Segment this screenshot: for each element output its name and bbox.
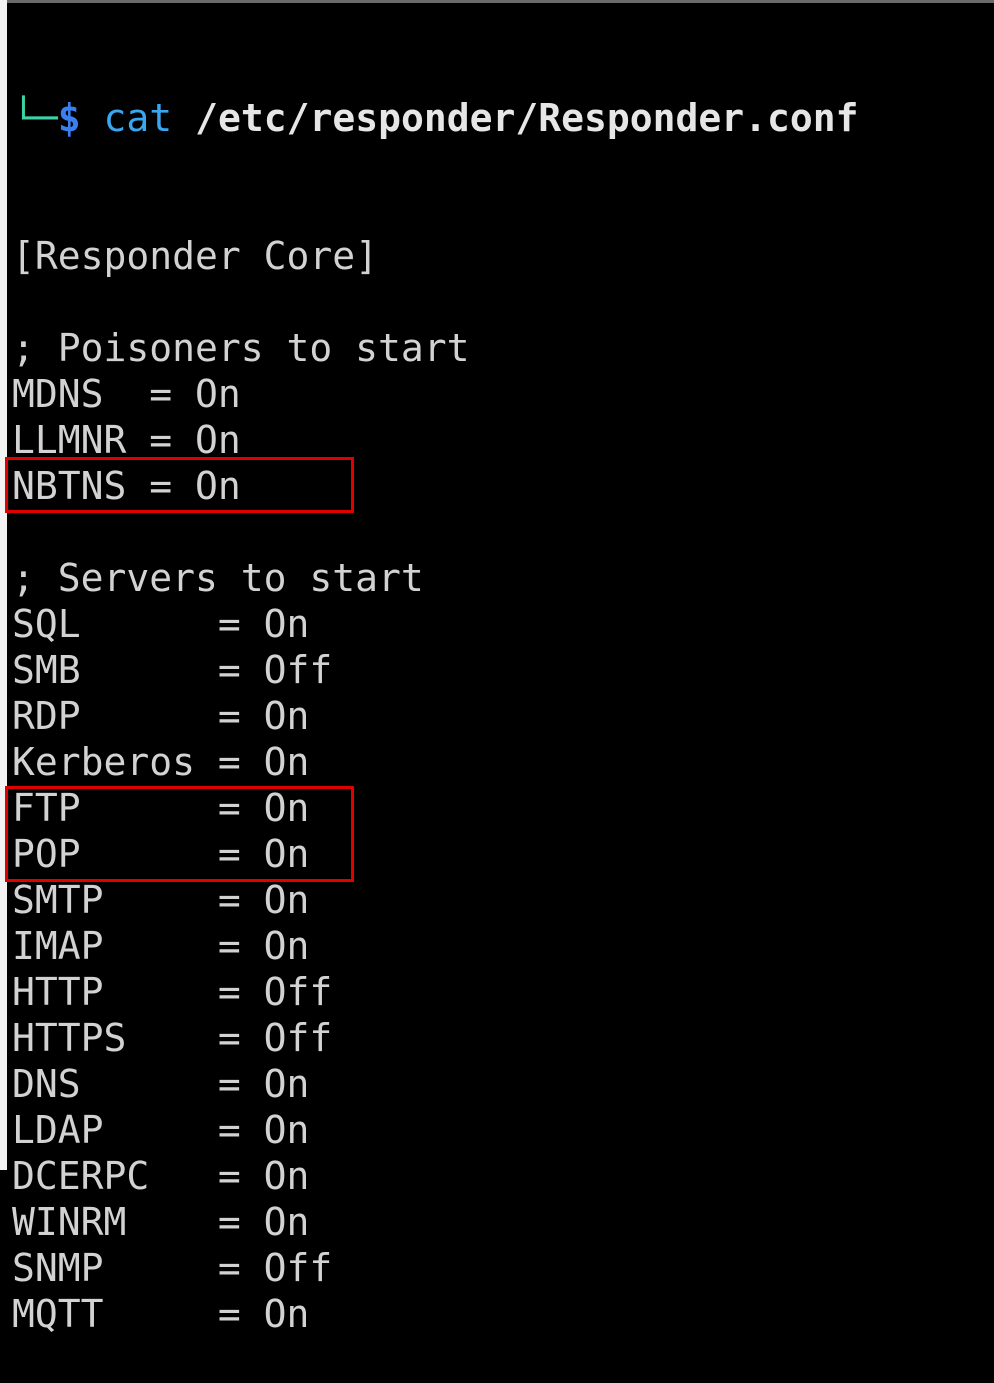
command-argument: /etc/responder/Responder.conf [195, 96, 859, 140]
config-entry: SMB = Off [12, 648, 333, 692]
command: cat [103, 96, 173, 140]
config-entry: IMAP = On [12, 924, 310, 968]
blank-line [12, 509, 859, 555]
blank-line [12, 279, 859, 325]
config-entry: POP = On [12, 832, 310, 876]
prompt-symbol: $ [57, 96, 81, 140]
config-entry: FTP = On [12, 786, 310, 830]
window-left-edge [0, 0, 7, 1170]
terminal-output: └─$ cat /etc/responder/Responder.conf [R… [12, 3, 859, 1383]
config-entry: NBTNS = On [12, 464, 241, 508]
config-entry: LLMNR = On [12, 418, 241, 462]
highlight-box-http-https [5, 786, 354, 882]
prompt-line: └─$ cat /etc/responder/Responder.conf [12, 95, 859, 141]
config-entry: MQTT = On [12, 1292, 310, 1336]
config-entry: RDP = On [12, 694, 310, 738]
highlight-box-smb [5, 457, 354, 513]
config-comment: ; Servers to start [12, 556, 424, 600]
config-entry: MDNS = On [12, 372, 241, 416]
config-entry: HTTPS = Off [12, 1016, 333, 1060]
config-entry: DCERPC = On [12, 1154, 310, 1198]
config-entry: SMTP = On [12, 878, 310, 922]
config-section: [Responder Core] [12, 234, 379, 278]
config-entry: DNS = On [12, 1062, 310, 1106]
config-entry: Kerberos = On [12, 740, 310, 784]
config-comment: ; Poisoners to start [12, 326, 470, 370]
prompt-corner: └─ [12, 96, 58, 140]
config-entry: SNMP = Off [12, 1246, 333, 1290]
config-entry: WINRM = On [12, 1200, 310, 1244]
config-entry: LDAP = On [12, 1108, 310, 1152]
window-top-edge [0, 0, 994, 3]
config-entry: SQL = On [12, 602, 310, 646]
config-entry: HTTP = Off [12, 970, 333, 1014]
